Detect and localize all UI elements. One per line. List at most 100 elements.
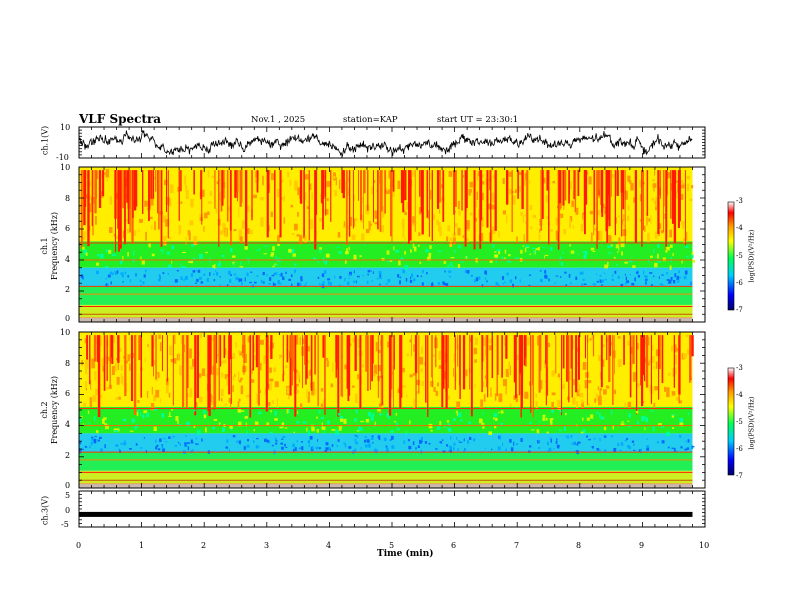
spec-cell: [270, 173, 275, 181]
cbar1-tick: -6: [736, 279, 743, 287]
spec-cell: [367, 273, 369, 276]
spec-cell: [240, 282, 243, 285]
spec-cell: [691, 254, 694, 259]
spec-burst: [634, 170, 638, 243]
spec-cell: [569, 219, 572, 229]
spec-burst: [381, 335, 384, 375]
spec-burst: [677, 170, 680, 228]
spec-cell: [596, 281, 599, 283]
spec-band: [79, 452, 693, 471]
spec-cell: [560, 276, 562, 279]
spec-cell: [550, 421, 553, 425]
spec-cell: [273, 367, 277, 372]
spec-cell: [140, 412, 142, 417]
spec-cell: [122, 281, 124, 283]
spec-cell: [618, 237, 621, 245]
spec-cell: [599, 388, 603, 391]
spec-cell: [168, 392, 171, 398]
spec-cell: [85, 387, 88, 391]
spec-cell: [512, 195, 516, 205]
spec-cell: [250, 271, 253, 273]
spec-cell: [474, 359, 477, 363]
spec-cell: [556, 444, 560, 447]
spec-cell: [495, 417, 498, 421]
spec-cell: [361, 233, 365, 241]
spec-cell: [240, 377, 243, 381]
spec-burst: [314, 170, 317, 250]
ch1-ytick: 10: [60, 123, 71, 132]
spec-cell: [268, 402, 271, 407]
spec-cell: [480, 217, 484, 228]
spec-burst: [380, 335, 382, 407]
spec-cell: [306, 389, 308, 399]
spec-cell: [357, 374, 359, 380]
spec-burst: [485, 335, 488, 357]
spec-cell: [199, 276, 202, 280]
spec-cell: [371, 186, 375, 195]
spec-cell: [260, 217, 264, 227]
spec-cell: [135, 443, 138, 446]
spec-cell: [464, 269, 467, 273]
spec-cell: [627, 175, 631, 182]
spec-cell: [171, 245, 175, 250]
spec-cell: [601, 284, 603, 287]
spec-burst: [234, 170, 237, 198]
spec-cell: [584, 379, 589, 389]
spec-cell: [344, 443, 347, 448]
spec-cell: [421, 346, 423, 354]
spec-cell: [462, 175, 465, 178]
spec-cell: [587, 380, 592, 384]
spec-cell: [195, 437, 198, 440]
spec-cell: [189, 220, 194, 226]
spec-cell: [633, 197, 637, 203]
spec-cell: [436, 425, 441, 430]
spec-cell: [466, 228, 470, 231]
spec-burst: [92, 170, 94, 236]
spec-cell: [244, 416, 248, 419]
spec-cell: [492, 195, 495, 203]
spec-burst: [614, 170, 616, 236]
spec-cell: [352, 337, 357, 343]
spec-cell: [363, 244, 365, 247]
spec-cell: [278, 282, 282, 285]
spec-cell: [238, 440, 241, 445]
spec-cell: [644, 275, 648, 279]
spec-cell: [171, 260, 173, 264]
ch3-ytick: -5: [61, 520, 69, 529]
spec-cell: [178, 424, 183, 426]
spec-cell: [252, 355, 257, 360]
spec-cell: [192, 270, 196, 273]
spec-cell: [151, 386, 153, 395]
spec-cell: [427, 210, 430, 219]
spec-cell: [674, 191, 678, 199]
spec-cell: [292, 448, 295, 452]
spec-cell: [498, 393, 503, 402]
spec-cell: [559, 409, 562, 413]
spec-cell: [102, 362, 105, 372]
spec-cell: [83, 402, 87, 407]
spec-cell: [244, 353, 247, 364]
spec-cell: [235, 276, 239, 281]
spec-cell: [598, 449, 601, 452]
spec-cell: [110, 281, 112, 285]
spec-cell: [362, 274, 365, 277]
spec-cell: [172, 435, 175, 438]
spec-cell: [624, 273, 626, 276]
spec-cell: [546, 431, 549, 434]
spec-cell: [107, 356, 111, 362]
spec-cell: [108, 227, 113, 234]
spec-cell: [302, 338, 305, 345]
spec-cell: [179, 443, 182, 446]
spec-cell: [570, 435, 573, 438]
spec-cell: [690, 281, 692, 284]
spec-cell: [184, 442, 187, 447]
spec-cell: [143, 274, 146, 278]
spec-burst: [402, 170, 405, 213]
spec-cell: [262, 175, 264, 186]
spec-cell: [260, 197, 264, 201]
spec-cell: [199, 333, 203, 338]
spec-cell: [658, 233, 660, 237]
spec1-ytick: 4: [65, 255, 71, 264]
spec-cell: [554, 282, 556, 284]
spec-cell: [358, 427, 363, 431]
